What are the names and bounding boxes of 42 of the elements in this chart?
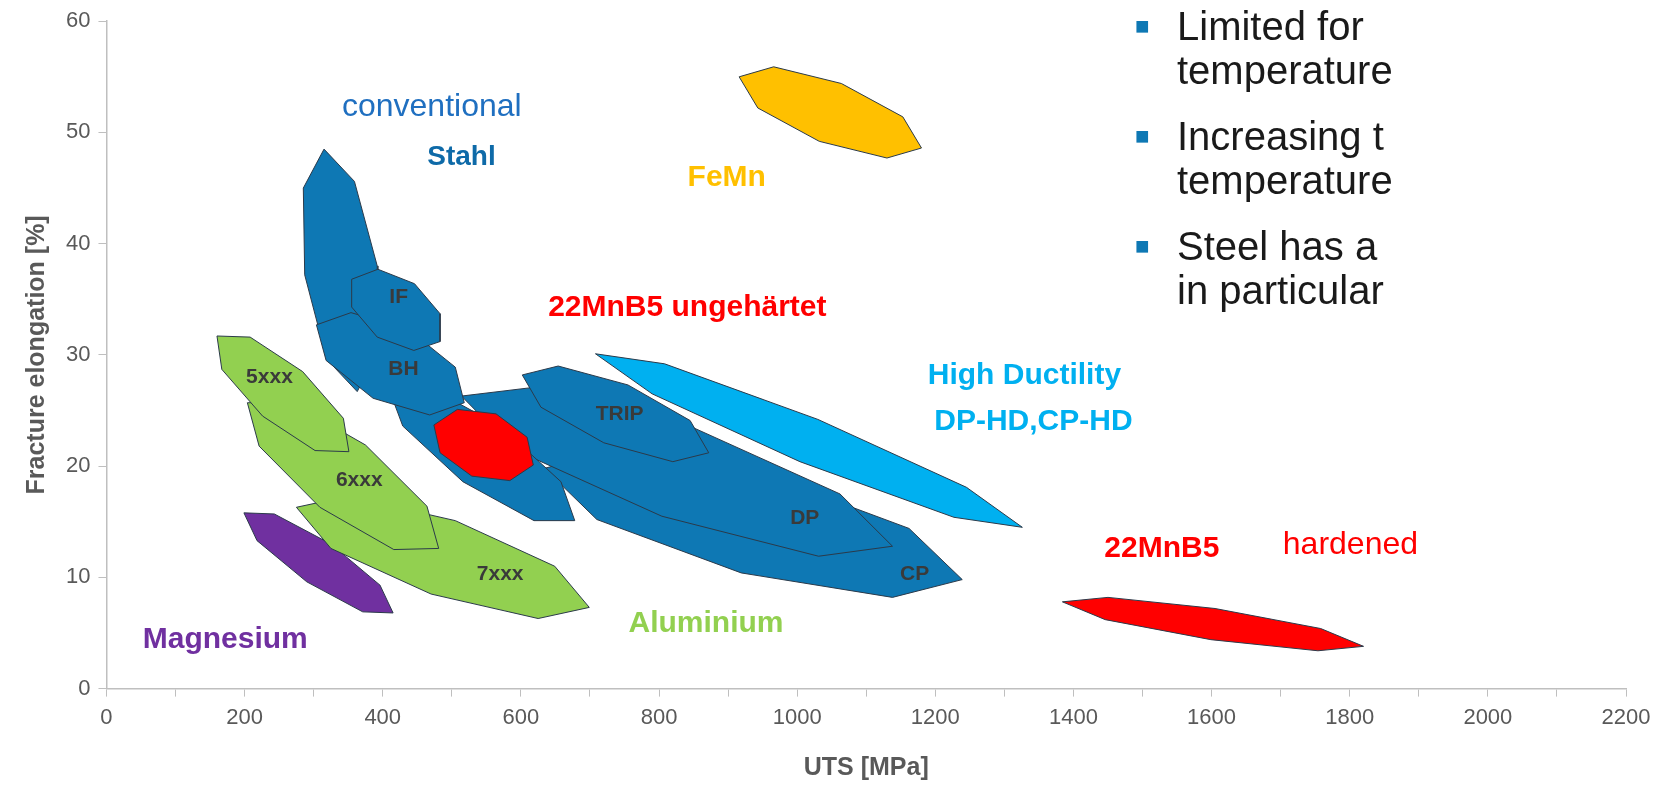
annotation: Stahl xyxy=(427,139,496,171)
y-tick-label: 60 xyxy=(65,7,91,33)
annotation: ■ Limited for temperature xyxy=(1135,4,1393,92)
annotation: CP xyxy=(899,560,930,584)
x-tick-label: 600 xyxy=(502,703,540,729)
annotation: 5xxx xyxy=(246,363,294,387)
annotation: hardened xyxy=(1282,524,1419,561)
annotation: TRIP xyxy=(595,400,644,424)
x-tick-label: 400 xyxy=(364,703,402,729)
annotation: ■ Increasing t temperature xyxy=(1135,114,1393,202)
annotation: ■ Steel has a in particular xyxy=(1135,224,1384,312)
x-tick-label: 200 xyxy=(226,703,263,729)
x-tick-label: 1400 xyxy=(1048,703,1098,729)
annotation: IF xyxy=(389,283,409,307)
x-tick-label: 1800 xyxy=(1325,703,1375,729)
y-tick-label: 0 xyxy=(78,674,91,700)
y-tick-label: 10 xyxy=(65,563,91,589)
y-tick-label: 50 xyxy=(65,118,91,144)
annotation: Aluminium xyxy=(628,605,784,639)
annotation: BH xyxy=(388,356,419,380)
y-tick-label: 40 xyxy=(65,229,91,255)
annotation: conventional xyxy=(341,86,522,123)
annotation: FeMn xyxy=(687,159,766,193)
y-tick-label: 20 xyxy=(65,452,91,478)
annotation: DP xyxy=(790,505,820,529)
annotation: 6xxx xyxy=(335,467,383,491)
y-axis-title: Fracture elongation [%] xyxy=(20,215,49,495)
annotation: 22MnB5 xyxy=(1104,529,1220,563)
x-tick-label: 2000 xyxy=(1463,703,1513,729)
annotation: High Ductility xyxy=(927,357,1122,391)
annotation: 7xxx xyxy=(476,560,524,584)
annotation: Magnesium xyxy=(142,620,308,654)
x-tick-label: 800 xyxy=(640,703,678,729)
x-tick-label: 1200 xyxy=(910,703,960,729)
annotation: 22MnB5 ungehärtet xyxy=(548,289,827,323)
annotation: DP-HD,CP-HD xyxy=(934,402,1133,436)
y-tick-label: 30 xyxy=(65,340,91,366)
x-tick-label: 2200 xyxy=(1601,703,1651,729)
x-tick-label: 1600 xyxy=(1187,703,1237,729)
x-tick-label: 1000 xyxy=(772,703,822,729)
x-axis-title: UTS [MPa] xyxy=(803,751,929,780)
x-tick-label: 0 xyxy=(100,703,113,729)
